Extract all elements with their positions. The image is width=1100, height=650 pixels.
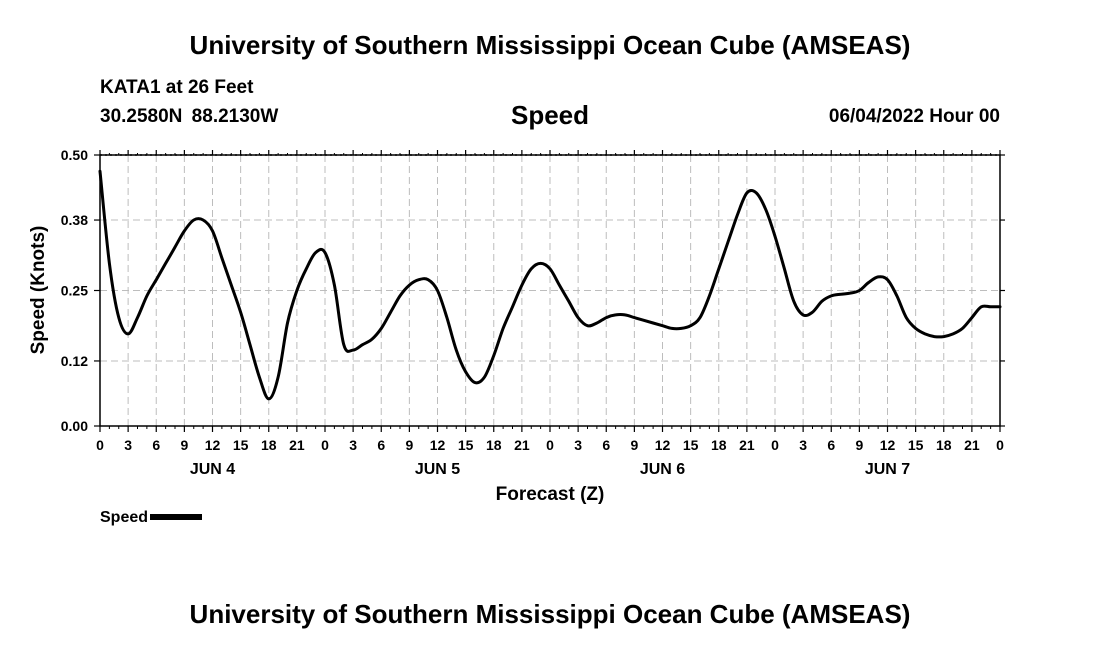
day-label: JUN 7: [865, 461, 910, 478]
coordinates-label: 30.2580N 88.2130W: [100, 106, 279, 127]
x-axis-title: Forecast (Z): [496, 484, 605, 505]
x-tick-label: 6: [377, 437, 385, 453]
x-tick-label: 0: [321, 437, 329, 453]
day-label: JUN 4: [190, 461, 235, 478]
y-tick-label: 0.12: [61, 353, 88, 369]
x-tick-label: 15: [458, 437, 474, 453]
x-tick-label: 18: [486, 437, 502, 453]
x-axis: 0 3 6 9 12 15 18 21 0 3 6 9 12 15 18 21 0 3 6 9 12 15 18 21 0 3 6 9…: [96, 150, 1004, 453]
day-labels: JUN 4 JUN 5 JUN 6 JUN 7: [190, 461, 910, 478]
x-tick-label: 18: [936, 437, 952, 453]
legend: Speed: [100, 509, 203, 527]
x-tick-label: 9: [405, 437, 413, 453]
x-tick-label: 9: [630, 437, 638, 453]
x-tick-label: 15: [683, 437, 699, 453]
forecast-timestamp: 06/04/2022 Hour 00: [828, 106, 1000, 127]
x-tick-label: 12: [880, 437, 896, 453]
x-tick-label: 15: [908, 437, 924, 453]
day-label: JUN 6: [640, 461, 685, 478]
x-tick-label: 3: [124, 437, 132, 453]
x-tick-label: 3: [799, 437, 807, 453]
x-tick-label: 6: [827, 437, 835, 453]
x-tick-label: 21: [964, 437, 980, 453]
chart-title: Speed: [510, 100, 590, 130]
y-tick-label: 0.50: [61, 147, 88, 163]
x-tick-label: 9: [855, 437, 863, 453]
x-tick-label: 12: [205, 437, 221, 453]
y-tick-label: 0.25: [61, 283, 88, 299]
x-tick-label: 6: [602, 437, 610, 453]
x-tick-label: 0: [996, 437, 1004, 453]
x-tick-label: 21: [514, 437, 530, 453]
grid-lines: [100, 154, 1000, 426]
y-tick-label: 0.38: [61, 212, 88, 228]
x-tick-label: 3: [349, 437, 357, 453]
x-tick-label: 3: [574, 437, 582, 453]
x-tick-label: 12: [655, 437, 671, 453]
x-tick-label: 21: [289, 437, 305, 453]
y-tick-label: 0.00: [61, 418, 88, 434]
x-tick-label: 0: [546, 437, 554, 453]
x-tick-label: 21: [739, 437, 755, 453]
day-label: JUN 5: [415, 461, 460, 478]
speed-series-line: [98, 169, 1002, 401]
station-label: KATA1 at 26 Feet: [100, 77, 254, 98]
x-tick-label: 18: [261, 437, 277, 453]
x-tick-label: 6: [152, 437, 160, 453]
x-tick-label: 18: [711, 437, 727, 453]
x-tick-label: 12: [430, 437, 446, 453]
legend-line-swatch: [150, 513, 203, 520]
y-axis-title: Speed (Knots): [28, 226, 49, 355]
x-tick-label: 0: [96, 437, 104, 453]
x-tick-label: 0: [771, 437, 779, 453]
footer-title: University of Southern Mississippi Ocean…: [189, 599, 911, 629]
x-tick-label: 15: [233, 437, 249, 453]
x-tick-label: 9: [180, 437, 188, 453]
legend-label: Speed: [100, 509, 149, 526]
report-title: University of Southern Mississippi Ocean…: [189, 30, 911, 60]
y-axis: 0.00 0.12 0.25 0.38 0.50: [61, 147, 1005, 434]
